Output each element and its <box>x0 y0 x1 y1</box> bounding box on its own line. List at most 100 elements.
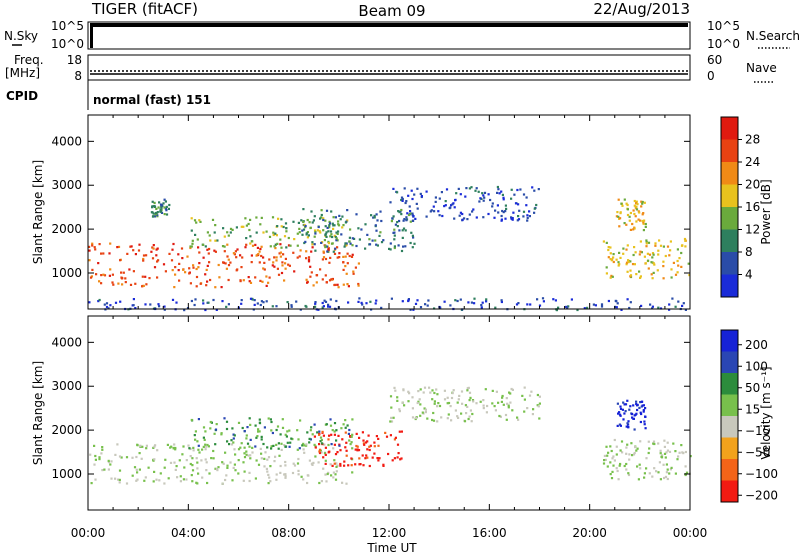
echo-cell <box>500 400 503 403</box>
echo-cell <box>531 186 534 189</box>
echo-cell <box>284 433 287 436</box>
echo-cell <box>338 214 341 217</box>
echo-cell <box>174 266 177 269</box>
echo-cell <box>226 466 229 469</box>
echo-cell <box>304 240 307 243</box>
echo-cell <box>232 466 235 469</box>
echo-cell <box>496 185 499 189</box>
echo-cell <box>407 213 411 217</box>
echo-cell <box>331 242 334 245</box>
echo-cell <box>231 479 234 482</box>
echo-cell <box>641 219 644 223</box>
echo-cell <box>425 190 428 193</box>
echo-cell <box>234 453 237 456</box>
echo-cell <box>94 478 97 481</box>
echo-region <box>615 198 647 232</box>
echo-cell <box>334 478 338 481</box>
echo-cell <box>494 306 497 309</box>
echo-cell <box>344 242 347 245</box>
echo-cell <box>401 300 404 303</box>
echo-cell <box>538 417 541 420</box>
echo-cell <box>297 221 300 224</box>
echo-cell <box>167 207 170 210</box>
echo-cell <box>190 245 193 248</box>
echo-cell <box>321 278 324 281</box>
echo-cell <box>345 272 348 275</box>
echo-cell <box>420 195 423 198</box>
echo-cell <box>237 459 240 462</box>
echo-cell <box>366 233 369 236</box>
echo-cell <box>133 466 137 469</box>
echo-cell <box>93 444 96 447</box>
echo-cell <box>206 443 209 447</box>
echo-cell <box>458 214 461 217</box>
echo-cell <box>191 480 194 483</box>
echo-cell <box>616 402 619 405</box>
echo-cell <box>207 301 210 304</box>
echo-cell <box>280 448 283 451</box>
echo-cell <box>629 269 632 272</box>
echo-cell <box>329 256 332 259</box>
echo-cell <box>423 407 426 410</box>
echo-cell <box>407 299 410 302</box>
echo-cell <box>362 439 365 442</box>
echo-cell <box>256 435 259 438</box>
echo-cell <box>447 413 450 416</box>
echo-cell <box>299 419 302 422</box>
echo-cell <box>329 298 332 301</box>
echo-cell <box>416 401 419 405</box>
date-title: 22/Aug/2013 <box>593 0 690 18</box>
echo-cell <box>259 303 262 307</box>
echo-cell <box>325 480 328 483</box>
echo-cell <box>324 462 327 465</box>
echo-cell <box>627 426 630 429</box>
echo-cell <box>627 261 630 264</box>
echo-cell <box>408 392 411 395</box>
echo-cell <box>270 429 273 432</box>
echo-cell <box>192 264 195 267</box>
echo-cell <box>611 470 614 473</box>
echo-cell <box>622 252 625 255</box>
echo-cell <box>633 414 636 417</box>
echo-cell <box>101 448 104 451</box>
echo-cell <box>185 478 188 481</box>
echo-cell <box>321 258 324 261</box>
echo-cell <box>627 423 630 426</box>
echo-cell <box>473 297 476 300</box>
echo-cell <box>202 436 205 439</box>
nsearch-tick-top: 10^5 <box>707 19 740 33</box>
echo-cell <box>626 399 629 402</box>
echo-cell <box>338 444 341 447</box>
ytick-label: 4000 <box>51 335 82 349</box>
echo-cell <box>618 464 621 467</box>
echo-cell <box>98 458 101 461</box>
echo-cell <box>191 464 194 467</box>
echo-cell <box>153 201 156 204</box>
echo-cell <box>647 241 651 244</box>
echo-cell <box>684 239 687 242</box>
echo-cell <box>652 440 656 443</box>
echo-cell <box>206 481 209 485</box>
echo-cell <box>272 261 275 264</box>
echo-cell <box>434 200 437 203</box>
echo-cell <box>196 238 199 241</box>
echo-cell <box>201 448 204 451</box>
echo-cell <box>502 211 505 214</box>
echo-cell <box>331 464 334 467</box>
nsearch-label: N.Search <box>746 29 800 43</box>
echo-cell <box>298 231 301 234</box>
echo-cell <box>331 429 334 432</box>
echo-cell <box>525 196 528 199</box>
echo-cell <box>436 420 439 423</box>
echo-cell <box>91 268 94 271</box>
echo-cell <box>459 193 462 196</box>
xtick-label: 04:00 <box>171 526 206 540</box>
echo-cell <box>245 434 248 437</box>
echo-cell <box>350 255 354 258</box>
echo-cell <box>227 264 231 267</box>
echo-cell <box>502 196 505 199</box>
echo-cell <box>670 268 673 271</box>
echo-cell <box>609 246 612 249</box>
echo-cell <box>297 473 300 476</box>
